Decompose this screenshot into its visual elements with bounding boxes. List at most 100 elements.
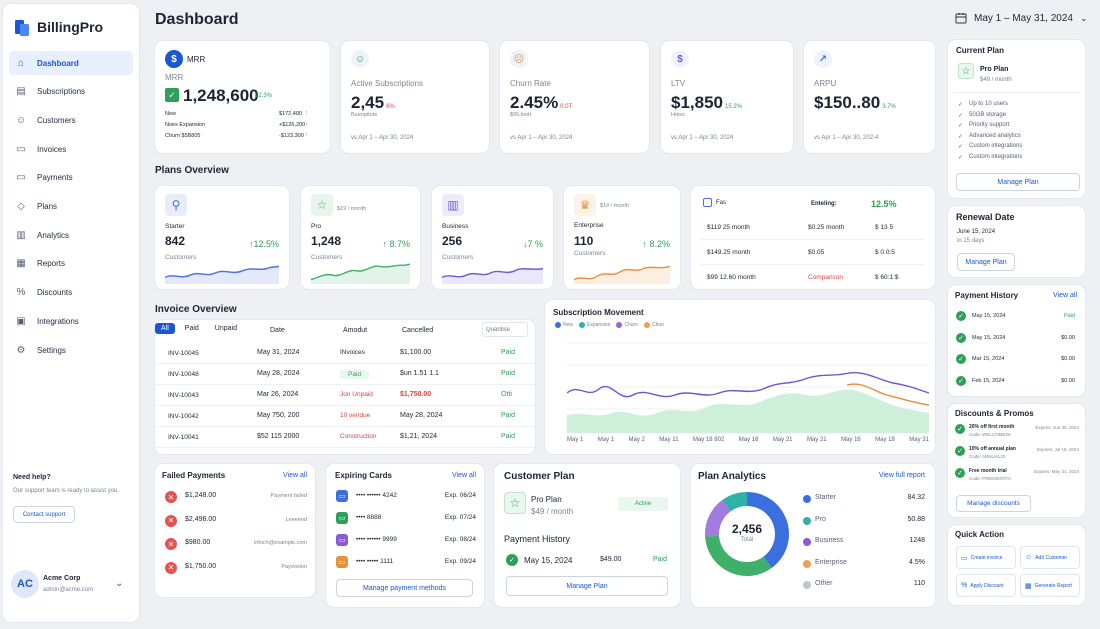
kpi-value: $150..80 [814, 93, 881, 112]
plan-name: Pro [311, 223, 322, 230]
plan-card-starter[interactable]: ⚲ Starter 842 ↑12.5% Customers [155, 186, 289, 289]
kpi-card-1[interactable]: ☺ Active Subscriptions 2,45 6% Buenpitote vs … [341, 41, 489, 153]
list-item[interactable]: ▭ •••• ••••• 1111 Exp. 09/24 [326, 553, 484, 573]
kpi-icon: $ [165, 50, 183, 68]
list-item[interactable]: ✓ May 15, 2024 $0.00 [948, 330, 1085, 348]
list-item[interactable]: ✓ Mar 15, 2024 $0.00 [948, 351, 1085, 369]
list-item[interactable]: ✓ 10% off annual plan Code: ANNUAL10 Expire… [948, 444, 1085, 464]
tab-unpaid[interactable]: Unpaid [214, 325, 237, 332]
plan-analytics-view-report[interactable]: View full report [878, 472, 925, 479]
list-item[interactable]: ✕ $1,750.00 Payoosion [155, 559, 315, 581]
plan-dot-icon [803, 516, 811, 525]
list-item[interactable]: ✓ Feb 15, 2024 $0.00 [948, 373, 1085, 391]
quick-action-add-customer[interactable]: ☺ Add Customer [1020, 546, 1080, 569]
manage-plan-button[interactable]: Manage Plan [956, 173, 1080, 191]
plan-name: Enterprise [574, 222, 604, 229]
sidebar-item-invoices[interactable]: ▭ Invoices [9, 137, 133, 161]
table-row[interactable]: INV-10048 May 28, 2024 Paid $un 1.51 1.1 Pai… [155, 364, 535, 385]
list-item[interactable]: Other 110 [801, 577, 925, 595]
quick-action-apply-discount[interactable]: % Apply Discount [956, 574, 1016, 597]
kpi-card-2[interactable]: ☹ Churn Rate 2.45% 0.0T $95,loott vs Apr 1 – … [500, 41, 649, 153]
kpi-card-0[interactable]: $ MRR MRR ✓ 1,248,600 12.3% New $172,400 ↑ Noes E… [155, 41, 330, 153]
plans-comparison-card: Fas Enteling: 12.5% $119 25 month $0.25 m… [691, 186, 935, 289]
renewal-card: Renewal Date June 15, 2024 in 15 days Ma… [948, 206, 1085, 277]
list-item[interactable]: ▭ •••• •••••• 9999 Exp. 08/24 [326, 531, 484, 551]
invoice-id: INV-10045 [168, 350, 199, 357]
check-icon: ✓ [955, 424, 965, 434]
list-item[interactable]: Starter 84.32 [801, 491, 925, 509]
table-row[interactable]: INV-10045 May 31, 2024 INvoices $1,100.00 Pa… [155, 343, 535, 364]
sidebar-item-reports[interactable]: ▦ Reports [9, 252, 133, 276]
plan-card-pro[interactable]: ☆ Pro $19 / month 1,248 ↑ 8.7% Customers [301, 186, 420, 289]
sidebar-item-plans[interactable]: ◇ Plans [9, 195, 133, 219]
contact-support-button[interactable]: Contact support [13, 506, 75, 523]
column-date[interactable]: Date [270, 327, 285, 334]
avatar[interactable]: AC [11, 570, 39, 598]
list-item[interactable]: ✓ May 15, 2024 Paid [948, 308, 1085, 326]
manage-discounts-button[interactable]: Manage discounts [956, 495, 1031, 512]
chevron-down-icon[interactable]: ⌄ [115, 578, 124, 589]
quick-action-create-invoice[interactable]: ▭ Create invoice [956, 546, 1016, 569]
column-cancelled[interactable]: Cancelled [402, 327, 434, 334]
sidebar-item-settings[interactable]: ⚙ Settings [9, 338, 133, 362]
sidebar-item-analytics[interactable]: ▥ Analytics [9, 223, 133, 247]
manage-payment-methods-button[interactable]: Manage payment methods [336, 579, 473, 597]
payment-history-view-all[interactable]: View all [1053, 292, 1077, 299]
tab-paid[interactable]: Paid [184, 325, 199, 332]
error-icon: ✕ [165, 538, 177, 550]
plan-card-business[interactable]: ▥ Business 256 ↓7 % Customers [432, 186, 553, 289]
list-item[interactable]: ✓ 20% off first month Code: WELCOME20 Expir… [948, 422, 1085, 442]
list-item[interactable]: Pro 50.88 [801, 513, 925, 531]
current-plan-title: Current Plan [956, 46, 1005, 55]
list-item[interactable]: Business 1248 [801, 534, 925, 552]
discount-code: Code: ANNUAL10 [969, 454, 1006, 459]
legend-item[interactable]: Chun [644, 322, 664, 328]
sidebar-item-customers[interactable]: ☺ Customers [9, 108, 133, 132]
table-row[interactable]: INV-10041 $52 115 2000 Construction $1,21, … [155, 427, 535, 448]
comparison-cell: $ 13 5 [875, 224, 894, 231]
x-axis-label: May 16 [841, 437, 861, 443]
date-range-picker[interactable]: May 1 – May 31, 2024 ⌄ [955, 12, 1088, 24]
list-item[interactable]: Enterprise 4.5% [801, 556, 925, 574]
manage-plan-button[interactable]: Manage Plan [957, 253, 1015, 271]
list-item[interactable]: ▭ •••• 8888 Exp. 07/24 [326, 509, 484, 529]
plan-sub: Customers [311, 254, 343, 261]
sidebar-item-dashboard[interactable]: ⌂ Dashboard [9, 51, 133, 75]
list-item[interactable]: ✓ Free month trial Code: FREEMONTH Expires:… [948, 466, 1085, 486]
kpi-card-4[interactable]: ↗ ARPU $150..80 3.7% vs Apr 1 – Apr 30, 202-… [804, 41, 935, 153]
renewal-date: June 15, 2024 [957, 229, 996, 235]
manage-plan-button[interactable]: Manage Plan [506, 576, 668, 596]
list-item[interactable]: ✕ $1,248.00 Payment failed [155, 488, 315, 510]
legend-item[interactable]: New [555, 322, 573, 328]
sidebar-item-integrations[interactable]: ▣ Integrations [9, 309, 133, 333]
kpi-label: LTV [671, 79, 686, 88]
table-row[interactable]: INV-10042 May 750, 200 10 vendue May 28, 20… [155, 406, 535, 427]
sidebar-item-label: Subscriptions [37, 87, 86, 97]
column-amount[interactable]: Amodut [343, 327, 368, 334]
plan-card-enterprise[interactable]: ♛ Enterprise $1# / month 110 ↑ 8.2% Customers [564, 186, 680, 289]
list-item[interactable]: ✕ $980.00 infoch@example.com [155, 535, 315, 557]
payment-value: Paid [1063, 313, 1075, 319]
legend-dot-icon [555, 322, 561, 328]
kpi-sub: $95,loott [510, 112, 532, 118]
failed-amount: $1,248.00 [185, 492, 217, 499]
sidebar-item-discounts[interactable]: % Discounts [9, 281, 133, 305]
sidebar-item-subscriptions[interactable]: ▤ Subscriptions [9, 80, 133, 104]
legend-item[interactable]: Churn [616, 322, 638, 328]
tab-all[interactable]: All [155, 323, 175, 334]
app-logo[interactable]: BillingPro [15, 18, 103, 36]
list-item[interactable]: ✕ $2,496.00 Leeeend [155, 512, 315, 534]
expiring-cards-view-all[interactable]: View all [452, 472, 476, 479]
kpi-card-3[interactable]: $ LTV $1,850 15.2% Hoiss vs Apr 1 – Apr 30, 2… [661, 41, 793, 153]
failed-payments-view-all[interactable]: View all [283, 472, 307, 479]
kpi-value: 2,45 [351, 93, 385, 112]
invoice-search-input[interactable] [482, 322, 528, 337]
sidebar-item-payments[interactable]: ▭ Payments [9, 166, 133, 190]
table-row[interactable]: INV-10043 Mar 26, 2024 Jon Unpaid $1,750.00… [155, 385, 535, 406]
kpi-delta: 15.2% [725, 104, 743, 110]
subscriptions-icon: ▤ [16, 86, 26, 98]
quick-action-generate-report[interactable]: ▦ Generate Report [1020, 574, 1080, 597]
list-item[interactable]: ▭ •••• •••••• 4242 Exp. 06/24 [326, 487, 484, 507]
error-icon: ✕ [165, 561, 177, 574]
legend-item[interactable]: Expansion [579, 322, 610, 328]
